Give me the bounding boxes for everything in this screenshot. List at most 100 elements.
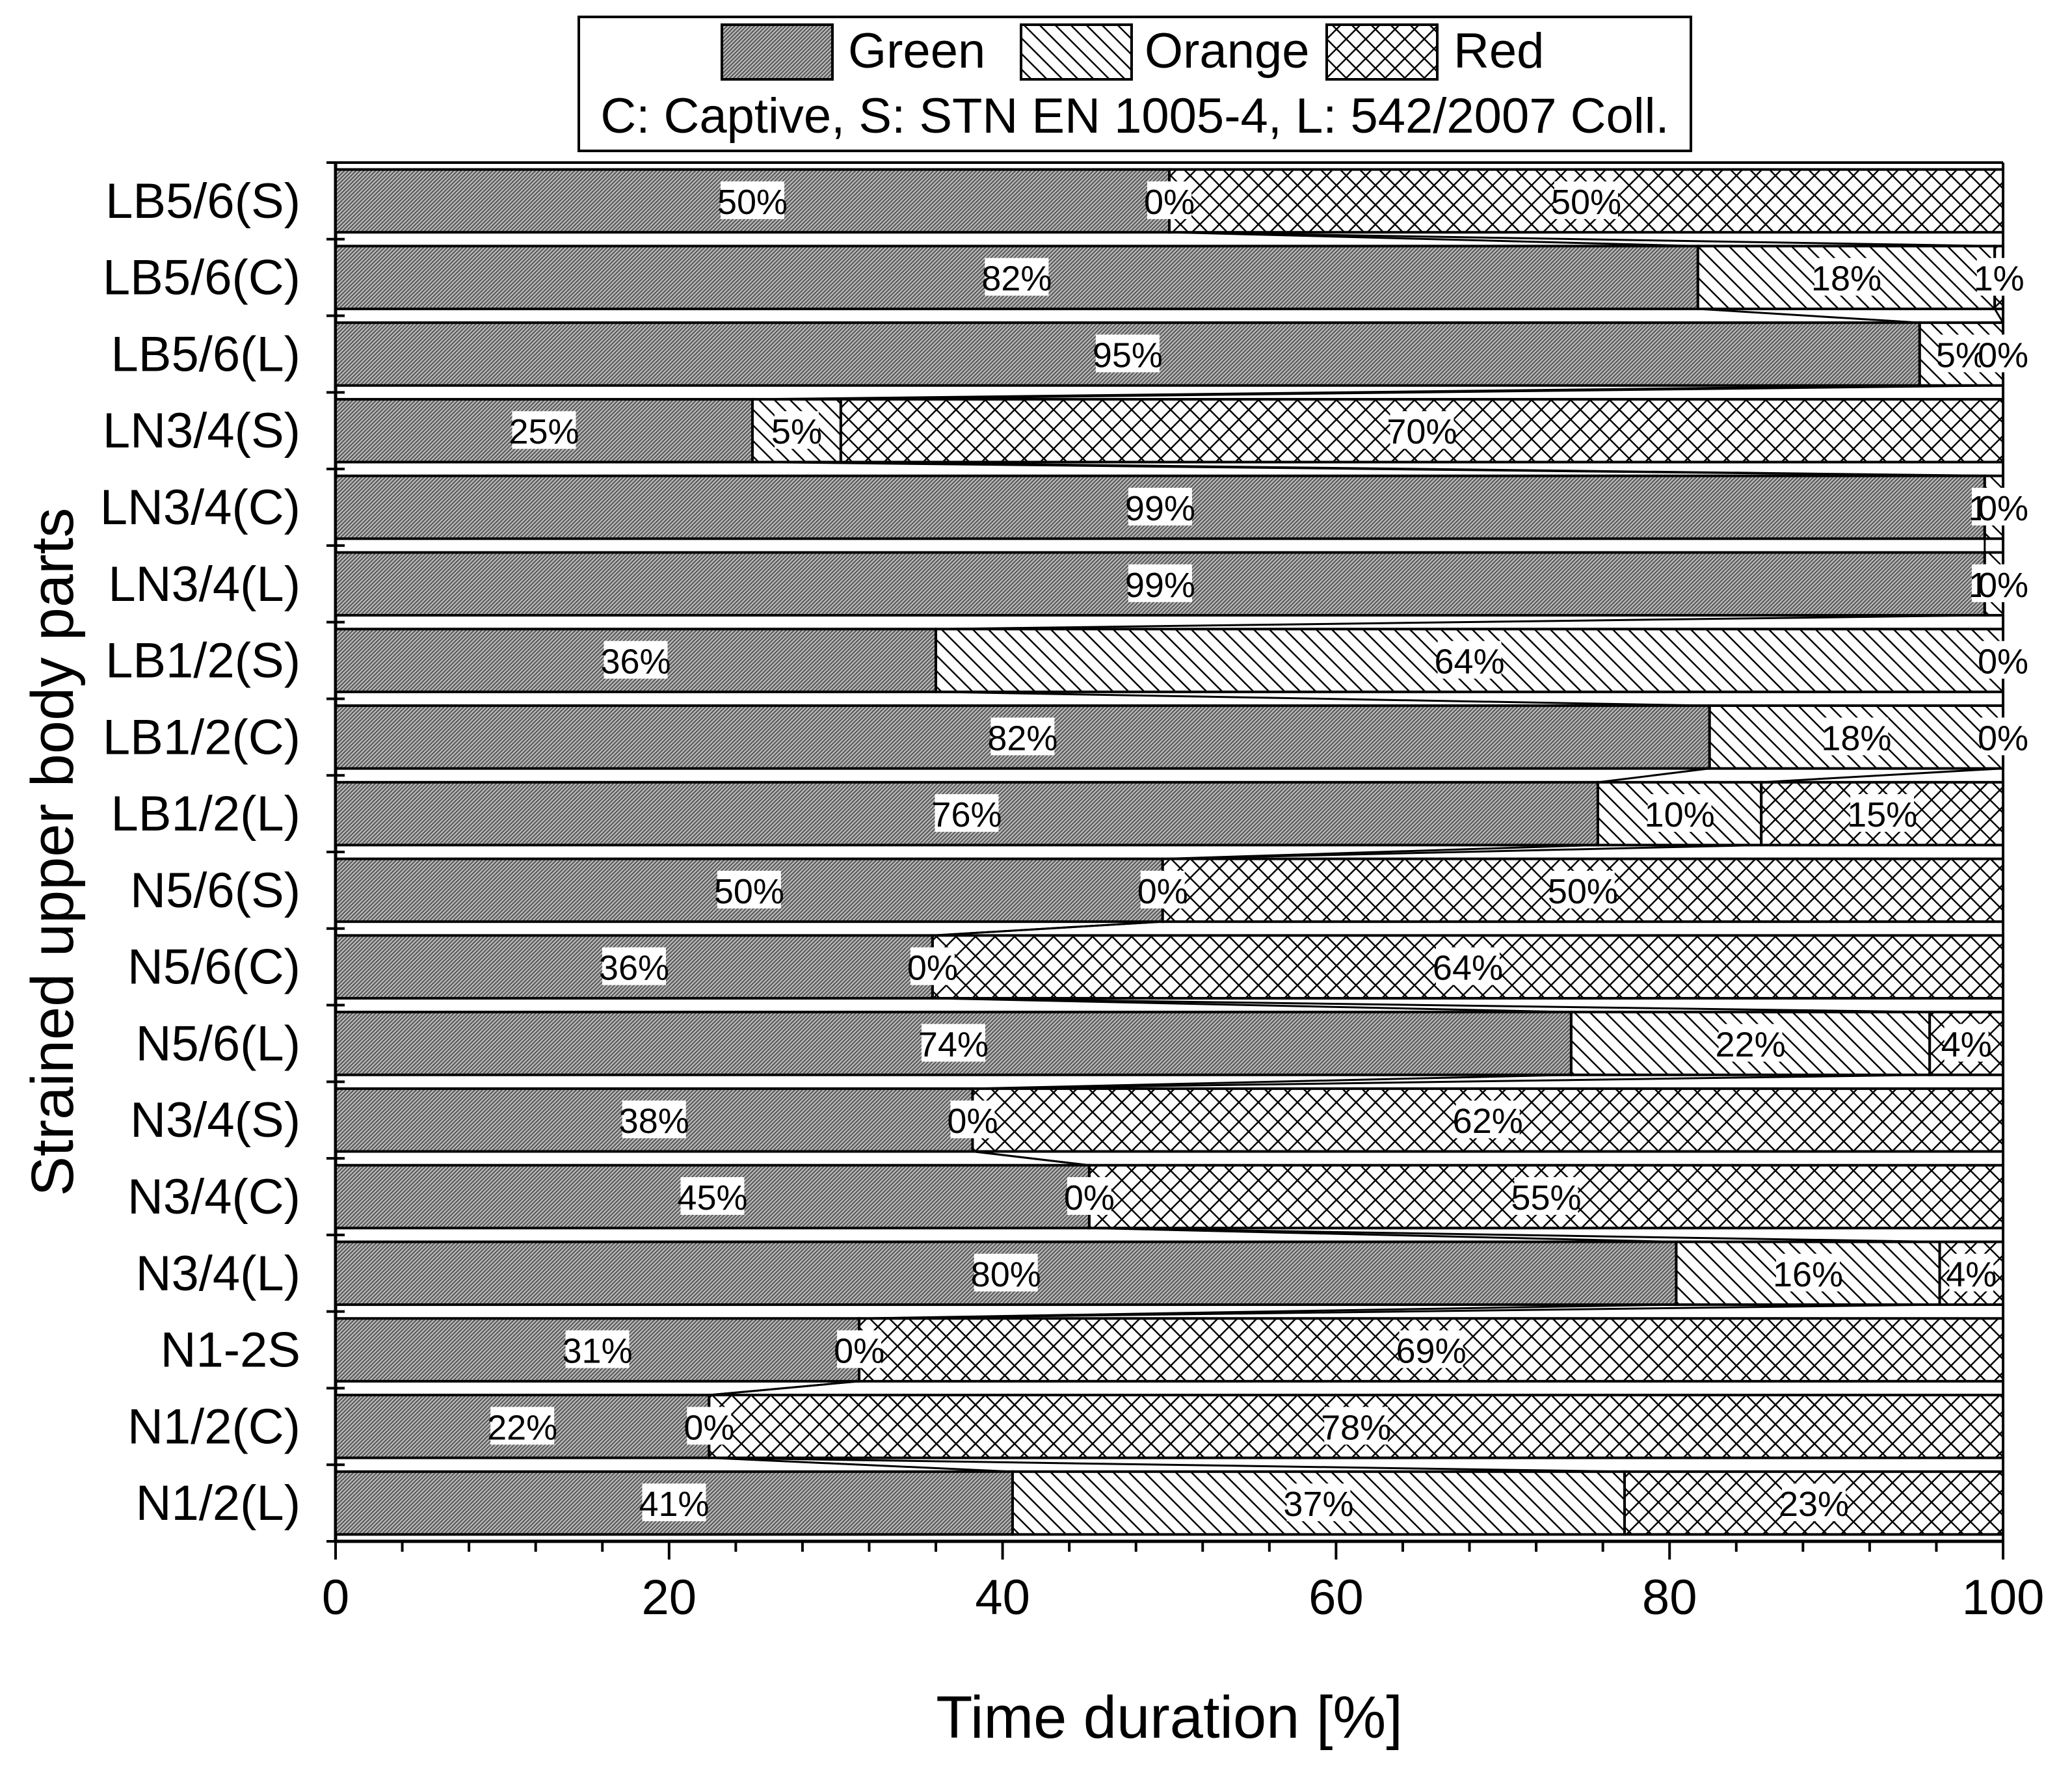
bar-label-green-7: 36% (600, 643, 671, 682)
bar-label-bg (1981, 717, 2025, 756)
bar-label-bg (1286, 1483, 1351, 1522)
connector-line (972, 1074, 1930, 1090)
bar-label-red-15: 4% (1946, 1255, 1997, 1294)
bar-label-red-6: 0% (1978, 566, 2028, 605)
bar-label-bg (935, 794, 999, 832)
bar-label-red-5: 0% (1978, 489, 2028, 528)
x-tick-label-1: 0 (322, 1570, 349, 1625)
x-tick-label-2: 20 (642, 1570, 697, 1625)
bar-label-red-18: 23% (1779, 1485, 1849, 1524)
bar-label-orange-3: 5% (1936, 336, 1987, 375)
bar-label-green-2: 82% (981, 259, 1052, 299)
connector-lines (709, 231, 2004, 1473)
bar-label-bg (1814, 258, 1878, 296)
bar-label-bg (1147, 181, 1191, 219)
bar-label-bg (1949, 1253, 1994, 1292)
bar-label-green-14: 45% (677, 1178, 747, 1217)
bar-label-orange-4: 5% (771, 412, 822, 451)
connector-line (709, 1457, 1625, 1473)
bar-label-orange-14: 0% (1064, 1178, 1115, 1217)
connector-line (972, 1150, 1090, 1167)
bar-label-bg (1437, 641, 1502, 679)
bar-label-bg (1981, 564, 2025, 602)
bar-label-red-16: 69% (1396, 1332, 1467, 1371)
bar-label-bg (1824, 717, 1889, 756)
bar-label-bg (1781, 1483, 1846, 1522)
bar-label-bg (1514, 1177, 1578, 1215)
y-tick-label-16: N1-2S (161, 1323, 300, 1378)
bar-label-bg (1981, 334, 2025, 373)
bar-label-orange-10: 0% (1137, 872, 1188, 911)
connector-line (840, 461, 2004, 477)
bar-label-red-13: 62% (1453, 1102, 1523, 1141)
y-tick-label-5: LN3/4(C) (100, 480, 300, 535)
bar-label-bg (950, 1100, 995, 1139)
bar-label-bg (921, 1024, 985, 1062)
bar-label-red-11: 64% (1433, 949, 1503, 988)
y-tick-label-9: LB1/2(L) (111, 786, 301, 842)
x-tick-label-3: 40 (975, 1570, 1030, 1625)
bar-label-bg (1128, 488, 1192, 525)
connector-line (1169, 231, 1995, 247)
bar-label-red-2: 1% (1974, 259, 2025, 299)
bar-label-bg (910, 947, 955, 985)
x-axis-title: Time duration [%] (936, 1684, 1403, 1751)
bar-label-orange-8: 18% (1821, 719, 1891, 758)
y-tick-label-15: N3/4(L) (136, 1246, 300, 1301)
legend-label-red: Red (1454, 23, 1544, 79)
bar-label-bg (512, 411, 576, 449)
bar-label-orange-2: 18% (1811, 259, 1881, 299)
y-axis-title: Strained upper body parts (20, 508, 86, 1197)
bar-label-bg (1850, 794, 1915, 832)
bar-label-bg (1324, 1407, 1388, 1445)
connector-line (1697, 308, 1920, 324)
bar-label-bg (1390, 411, 1454, 449)
bar-label-green-1: 50% (717, 183, 788, 222)
y-axis-ticks: LB5/6(S) LB5/6(C) LB5/6(L) LN3/4(S) LN3/4(C)… (100, 161, 345, 1543)
bar-label-orange-17: 0% (684, 1408, 734, 1447)
bar-label-bg (602, 947, 666, 985)
legend-label-orange: Orange (1145, 23, 1310, 79)
bar-label-bg (1550, 870, 1615, 909)
bar-label-green-3: 95% (1093, 336, 1163, 375)
y-tick-label-6: LN3/4(L) (108, 557, 300, 612)
bar-label-bg (604, 641, 668, 679)
bar-label-bg (642, 1483, 706, 1522)
y-tick-label-4: LN3/4(S) (103, 403, 300, 458)
legend-swatch-red (1325, 23, 1439, 81)
bar-label-green-12: 74% (918, 1025, 989, 1064)
bar-label-orange-9: 10% (1645, 795, 1715, 834)
connector-line (709, 1457, 1013, 1473)
bar-label-bg (837, 1330, 882, 1368)
bar-label-bg (1554, 181, 1618, 219)
legend-swatch-green (721, 23, 834, 81)
bar-label-bg (1981, 641, 2025, 679)
connector-line (859, 1303, 1940, 1320)
bar-label-green-9: 76% (931, 795, 1002, 834)
legend-swatch-orange (1020, 23, 1133, 81)
bar-label-orange-1: 0% (1144, 183, 1195, 222)
connector-line (709, 1380, 860, 1396)
bar-label-red-8: 0% (1978, 719, 2028, 758)
connector-line (1761, 767, 2004, 784)
bar-label-bg (721, 181, 784, 219)
bar-label-orange-7: 64% (1434, 643, 1504, 682)
bar-label-orange-16: 0% (834, 1332, 884, 1371)
connector-line (752, 384, 1920, 401)
y-tick-label-13: N3/4(S) (130, 1093, 300, 1148)
bar-label-green-15: 80% (971, 1255, 1041, 1294)
bar-label-bg (1976, 258, 2021, 296)
bar-label-green-17: 22% (487, 1408, 557, 1447)
connector-line (932, 920, 1163, 937)
y-tick-label-8: LB1/2(C) (103, 710, 300, 765)
legend-note: C: Captive, S: STN EN 1005-4, L: 542/200… (600, 88, 1669, 144)
bar-label-green-6: 99% (1125, 566, 1195, 605)
bar-label-red-9: 15% (1847, 795, 1917, 834)
bar-label-bg (1776, 1253, 1840, 1292)
bar-label-red-4: 70% (1387, 412, 1457, 451)
bar-label-bg (565, 1330, 630, 1368)
bar-label-orange-12: 22% (1716, 1025, 1786, 1064)
connector-line (840, 384, 2004, 401)
bar-label-bg (687, 1407, 732, 1445)
